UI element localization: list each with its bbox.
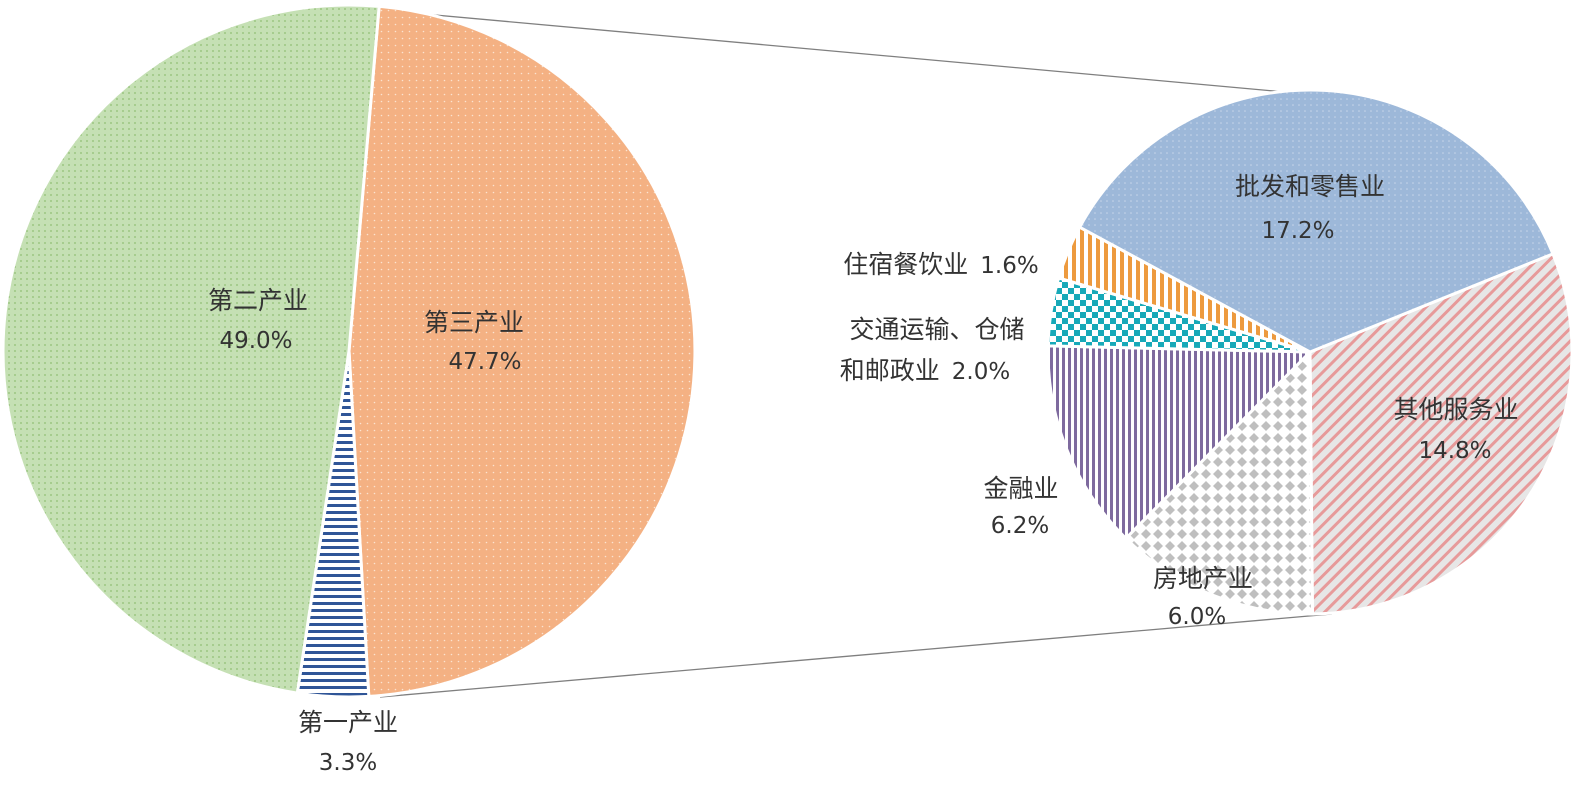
slice-label-accommodation-catering-name: 住宿餐饮业	[843, 250, 968, 279]
slice-tertiary-industry	[347, 4, 697, 699]
slice-secondary-industry	[1, 3, 381, 695]
slice-value-tertiary-industry: 47.7%	[448, 349, 521, 375]
slice-label-finance: 金融业	[983, 474, 1058, 503]
slice-label-transport-storage-postal-line2: 和邮政业 2.0%	[840, 356, 1010, 385]
slice-value-primary-industry: 3.3%	[319, 750, 377, 776]
slice-label-transport-storage-postal-line1: 交通运输、仓储	[849, 315, 1024, 344]
slice-real-estate	[1123, 348, 1314, 616]
slice-finance	[1046, 344, 1314, 541]
connector-line-top	[379, 9, 1319, 96]
slice-label-primary-industry: 第一产业	[298, 708, 398, 737]
slice-value-other-services: 14.8%	[1418, 438, 1491, 464]
slice-value-transport-storage-postal: 2.0%	[952, 359, 1010, 385]
slice-other-services	[1308, 251, 1574, 616]
slice-label-real-estate: 房地产业	[1153, 564, 1253, 593]
slice-wholesale-retail	[1077, 88, 1555, 354]
slice-value-accommodation-catering: 1.6%	[980, 253, 1038, 279]
slice-label-transport-storage-postal-tail: 和邮政业	[840, 356, 940, 385]
slice-label-wholesale-retail: 批发和零售业	[1235, 172, 1385, 201]
connector-line-bottom	[379, 613, 1333, 698]
slice-label-secondary-industry: 第二产业	[208, 286, 308, 315]
slice-value-secondary-industry: 49.0%	[219, 328, 292, 354]
slice-label-tertiary-industry: 第三产业	[424, 308, 524, 337]
slice-label-accommodation-catering: 住宿餐饮业 1.6%	[843, 250, 1038, 279]
secondary-pie	[1046, 88, 1574, 616]
slice-value-real-estate: 6.0%	[1168, 604, 1226, 630]
slice-label-other-services: 其他服务业	[1393, 395, 1518, 424]
slice-value-wholesale-retail: 17.2%	[1261, 218, 1334, 244]
slice-value-finance: 6.2%	[991, 513, 1049, 539]
main-pie	[1, 3, 697, 699]
